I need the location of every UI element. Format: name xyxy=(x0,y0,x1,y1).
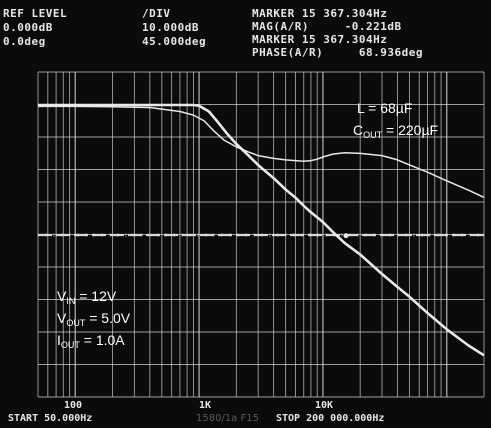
marker-readout-1: MARKER 15 367.304Hz xyxy=(252,7,388,20)
x-tick-label-10k: 10K xyxy=(315,400,334,411)
iout-prefix: I xyxy=(57,332,61,348)
plot-traces xyxy=(38,103,485,357)
vout-prefix: V xyxy=(57,310,67,326)
ref-level-phase: 0.0deg xyxy=(3,35,46,48)
gain-trace xyxy=(38,103,485,357)
x-tick-label-100: 100 xyxy=(64,400,83,411)
div-phase: 45.000deg xyxy=(142,35,207,48)
iout-subscript: OUT xyxy=(60,340,80,350)
iout-value: = 1.0A xyxy=(79,332,125,348)
div-mag: 10.000dB xyxy=(142,21,199,34)
div-label: /DIV xyxy=(142,7,171,20)
input-voltage-label: VIN = 12V xyxy=(57,288,117,306)
cout-prefix: C xyxy=(353,122,364,138)
vout-subscript: OUT xyxy=(66,318,86,328)
output-current-label: IOUT = 1.0A xyxy=(57,332,125,350)
output-voltage-label: VOUT = 5.0V xyxy=(57,310,131,328)
stop-frequency: STOP 200 000.000Hz xyxy=(276,413,385,424)
vout-value: = 5.0V xyxy=(85,310,131,326)
marker-point xyxy=(343,233,349,239)
start-frequency: START 50.000Hz xyxy=(8,413,93,424)
x-tick-label-1k: 1K xyxy=(199,400,212,411)
inductance-label: L = 68µF xyxy=(357,100,413,116)
output-capacitance-label: COUT = 220µF xyxy=(353,122,439,140)
cout-value: = 220µF xyxy=(382,122,439,138)
phase-trace xyxy=(38,105,485,199)
ref-level-mag: 0.000dB xyxy=(3,21,53,34)
figure-id: 1580/1a F15 xyxy=(196,413,259,424)
plot-grid xyxy=(37,71,485,398)
phase-readout: PHASE(A/R) 68.936deg xyxy=(252,46,423,59)
ref-level-label: REF LEVEL xyxy=(3,7,68,20)
vin-prefix: V xyxy=(57,288,67,304)
magnitude-readout: MAG(A/R) -0.221dB xyxy=(252,20,402,33)
vin-value: = 12V xyxy=(75,288,117,304)
cout-subscript: OUT xyxy=(363,130,383,140)
marker-readout-2: MARKER 15 367.304Hz xyxy=(252,33,388,46)
vin-subscript: IN xyxy=(66,296,76,306)
